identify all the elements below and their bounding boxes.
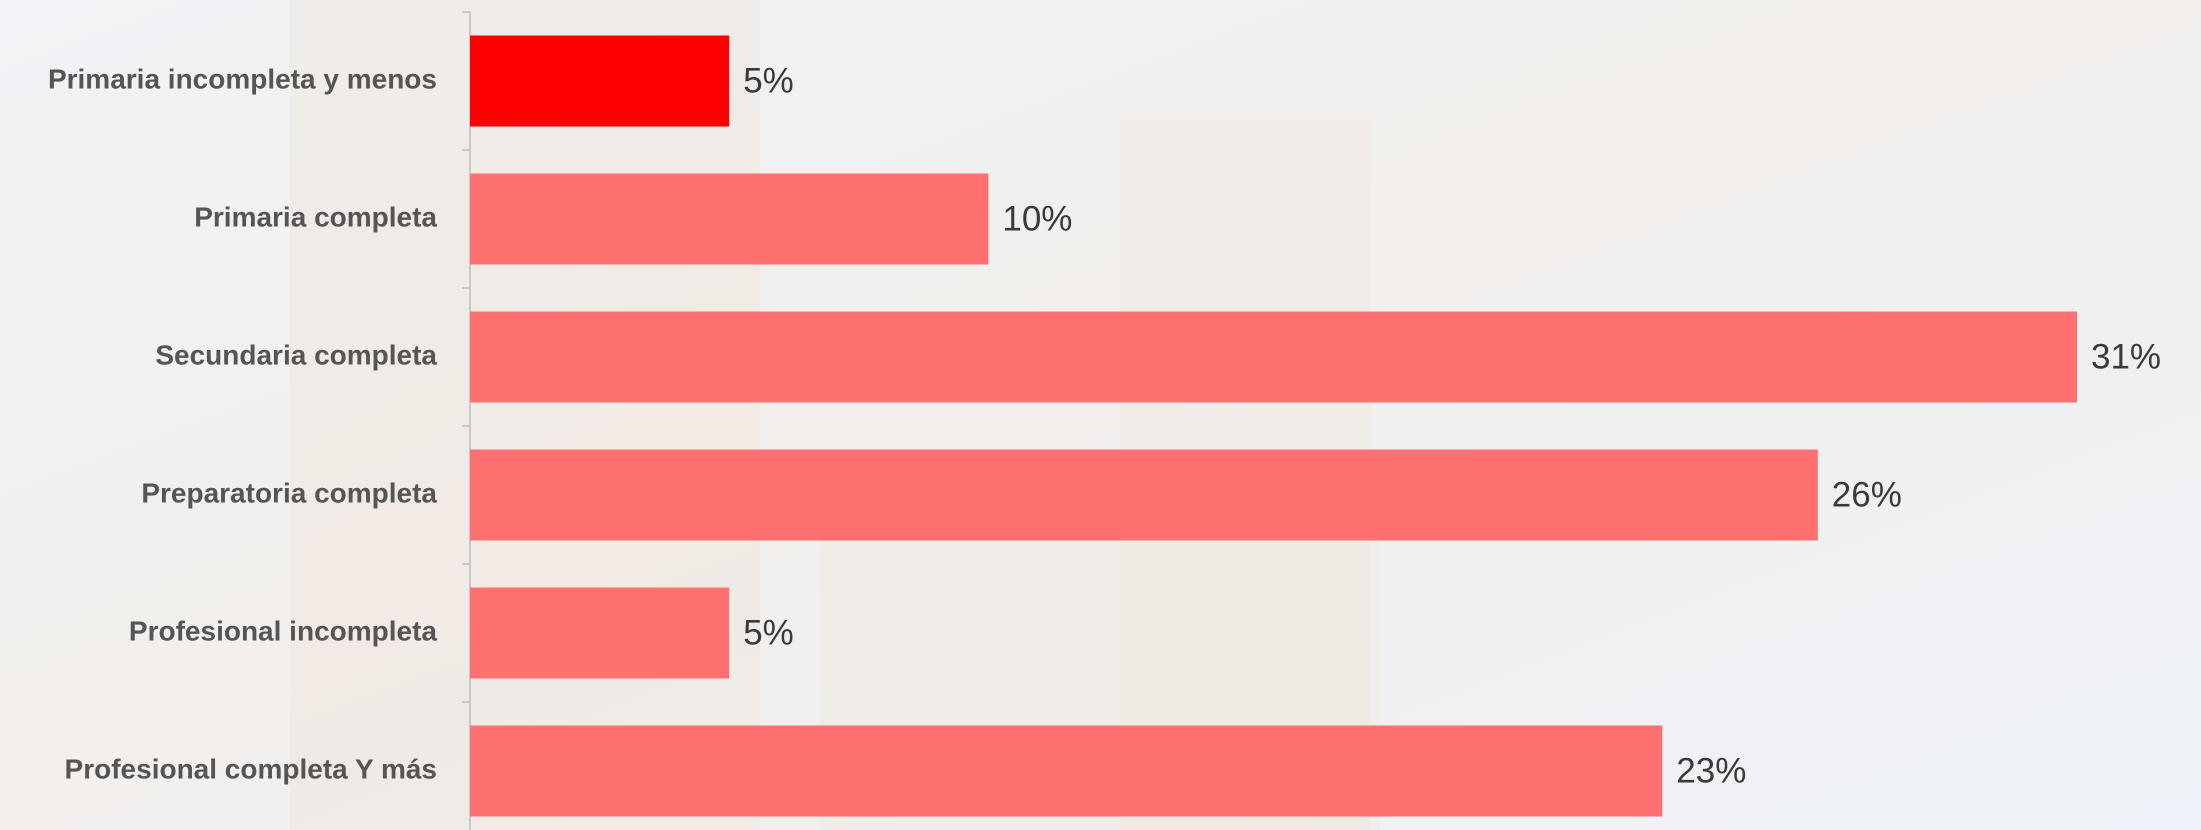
value-label: 26% (1832, 475, 1902, 514)
bar (470, 726, 1662, 817)
page: Primaria incompleta y menos 5% Primaria co… (0, 0, 2201, 830)
category-label: Profesional incompleta (129, 615, 437, 646)
value-label: 5% (743, 613, 794, 652)
bar (470, 36, 729, 127)
bar (470, 174, 988, 265)
value-label: 31% (2091, 337, 2161, 376)
bar (470, 450, 1818, 541)
category-label: Primaria incompleta y menos (48, 63, 437, 94)
category-label: Secundaria completa (155, 339, 437, 370)
bar (470, 312, 2077, 403)
category-label: Primaria completa (194, 201, 437, 232)
category-label: Profesional completa Y más (65, 753, 437, 784)
bar (470, 588, 729, 679)
value-label: 23% (1676, 751, 1746, 790)
category-label: Preparatoria completa (141, 477, 437, 508)
value-label: 10% (1002, 199, 1072, 238)
chart: Primaria incompleta y menos 5% Primaria co… (0, 0, 2201, 830)
value-label: 5% (743, 61, 794, 100)
